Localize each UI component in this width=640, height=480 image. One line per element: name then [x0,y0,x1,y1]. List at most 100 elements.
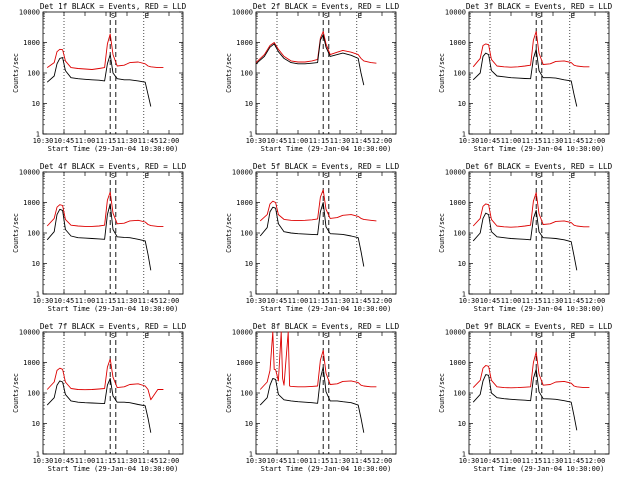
x-tick-label: 12:00 [585,457,605,465]
x-tick-label: 11:45 [564,137,584,145]
y-tick-label: 1 [36,131,40,139]
x-tick-label: 12:00 [159,457,179,465]
annotation-s: S [537,331,541,340]
y-tick-label: 10 [458,260,466,268]
chart-panel-3: Det 3f BLACK = Events, RED = LLD 1 10 100 10… [438,2,613,153]
y-tick-label: 10000 [19,329,40,337]
annotation-s: S [324,171,328,180]
y-tick-label: 10000 [19,9,40,17]
y-tick-label: 1 [462,451,466,459]
y-tick-label: 10000 [19,169,40,177]
x-tick-label: 10:45 [267,297,287,305]
events-series-line [259,202,365,267]
x-tick-label: 10:45 [54,137,74,145]
y-tick-label: 1 [249,291,253,299]
x-tick-label: 10:30 [459,297,479,305]
x-tick-label: 11:30 [543,137,563,145]
x-tick-label: 10:30 [33,137,53,145]
y-tick-label: 100 [240,70,253,78]
x-tick-label: 11:30 [543,457,563,465]
annotation-s: S [111,171,115,180]
annotation-e: E [358,11,362,20]
x-tick-label: 12:00 [372,457,392,465]
x-axis-label: Start Time (29-Jan-04 10:30:00) [48,145,179,153]
y-axis-label: Counts/sec [12,213,20,253]
chart-title: Det 8f BLACK = Events, RED = LLD [253,322,400,331]
chart-title: Det 9f BLACK = Events, RED = LLD [466,322,613,331]
x-axis-label: Start Time (29-Jan-04 10:30:00) [48,305,179,313]
y-tick-label: 100 [27,390,40,398]
y-tick-label: 10 [32,260,40,268]
x-tick-label: 11:30 [117,457,137,465]
y-axis-label: Counts/sec [438,53,446,93]
y-tick-label: 10000 [232,329,253,337]
events-series-line [46,203,152,271]
annotation-s: S [537,11,541,20]
x-axis-label: Start Time (29-Jan-04 10:30:00) [261,465,392,473]
chart-title: Det 2f BLACK = Events, RED = LLD [253,2,400,11]
annotation-s: S [111,11,115,20]
y-tick-label: 1000 [236,39,253,47]
x-tick-label: 11:45 [138,137,158,145]
x-tick-label: 11:30 [330,297,350,305]
y-axis-label: Counts/sec [225,53,233,93]
x-tick-label: 11:00 [288,137,308,145]
chart-title: Det 1f BLACK = Events, RED = LLD [40,2,187,11]
x-tick-label: 11:30 [117,137,137,145]
y-tick-label: 1 [249,131,253,139]
annotation-e: E [571,11,575,20]
annotation-s: S [324,331,328,340]
y-tick-label: 10000 [232,9,253,17]
x-axis-label: Start Time (29-Jan-04 10:30:00) [474,145,605,153]
chart-title: Det 5f BLACK = Events, RED = LLD [253,162,400,171]
events-series-line [255,34,365,86]
x-tick-label: 12:00 [372,137,392,145]
y-tick-label: 10 [458,100,466,108]
x-tick-label: 11:00 [501,137,521,145]
x-tick-label: 10:45 [54,457,74,465]
events-series-line [46,54,152,107]
x-tick-label: 10:30 [33,457,53,465]
x-tick-label: 11:00 [288,297,308,305]
y-tick-label: 1 [462,291,466,299]
events-series-line [472,209,578,271]
y-axis-label: Counts/sec [12,373,20,413]
y-tick-label: 10000 [445,9,466,17]
x-axis-label: Start Time (29-Jan-04 10:30:00) [474,465,605,473]
x-axis-label: Start Time (29-Jan-04 10:30:00) [474,305,605,313]
chart-title: Det 7f BLACK = Events, RED = LLD [40,322,187,331]
y-tick-label: 100 [27,230,40,238]
y-tick-label: 1000 [236,199,253,207]
y-tick-label: 100 [240,230,253,238]
chart-panel-2: Det 2f BLACK = Events, RED = LLD 1 10 100 10… [225,2,400,153]
annotation-e: E [358,331,362,340]
chart-panel-5: Det 5f BLACK = Events, RED = LLD 1 10 100 10… [225,162,400,313]
x-tick-label: 11:00 [501,457,521,465]
y-tick-label: 1 [462,131,466,139]
x-tick-label: 10:30 [246,457,266,465]
x-tick-label: 10:30 [33,297,53,305]
x-tick-label: 10:45 [480,137,500,145]
y-tick-label: 10000 [445,329,466,337]
annotation-e: E [571,331,575,340]
lld-series-line [46,33,164,70]
annotation-e: E [145,171,149,180]
annotation-e: E [145,331,149,340]
chart-panel-7: Det 7f BLACK = Events, RED = LLD 1 10 100 10… [12,322,187,473]
x-tick-label: 11:45 [351,297,371,305]
annotation-s: S [111,331,115,340]
chart-panel-1: Det 1f BLACK = Events, RED = LLD 1 10 100 10… [12,2,187,153]
x-tick-label: 11:30 [330,457,350,465]
x-tick-label: 11:15 [522,297,542,305]
lld-series-line [46,358,164,401]
chart-panel-9: Det 9f BLACK = Events, RED = LLD 1 10 100 10… [438,322,613,473]
annotation-e: E [571,171,575,180]
chart-panel-6: Det 6f BLACK = Events, RED = LLD 1 10 100 10… [438,162,613,313]
y-tick-label: 1000 [23,39,40,47]
lld-series-line [259,331,377,390]
x-tick-label: 12:00 [585,297,605,305]
y-tick-label: 10 [458,420,466,428]
y-tick-label: 1000 [23,199,40,207]
chart-panel-8: Det 8f BLACK = Events, RED = LLD 1 10 100 10… [225,322,400,473]
